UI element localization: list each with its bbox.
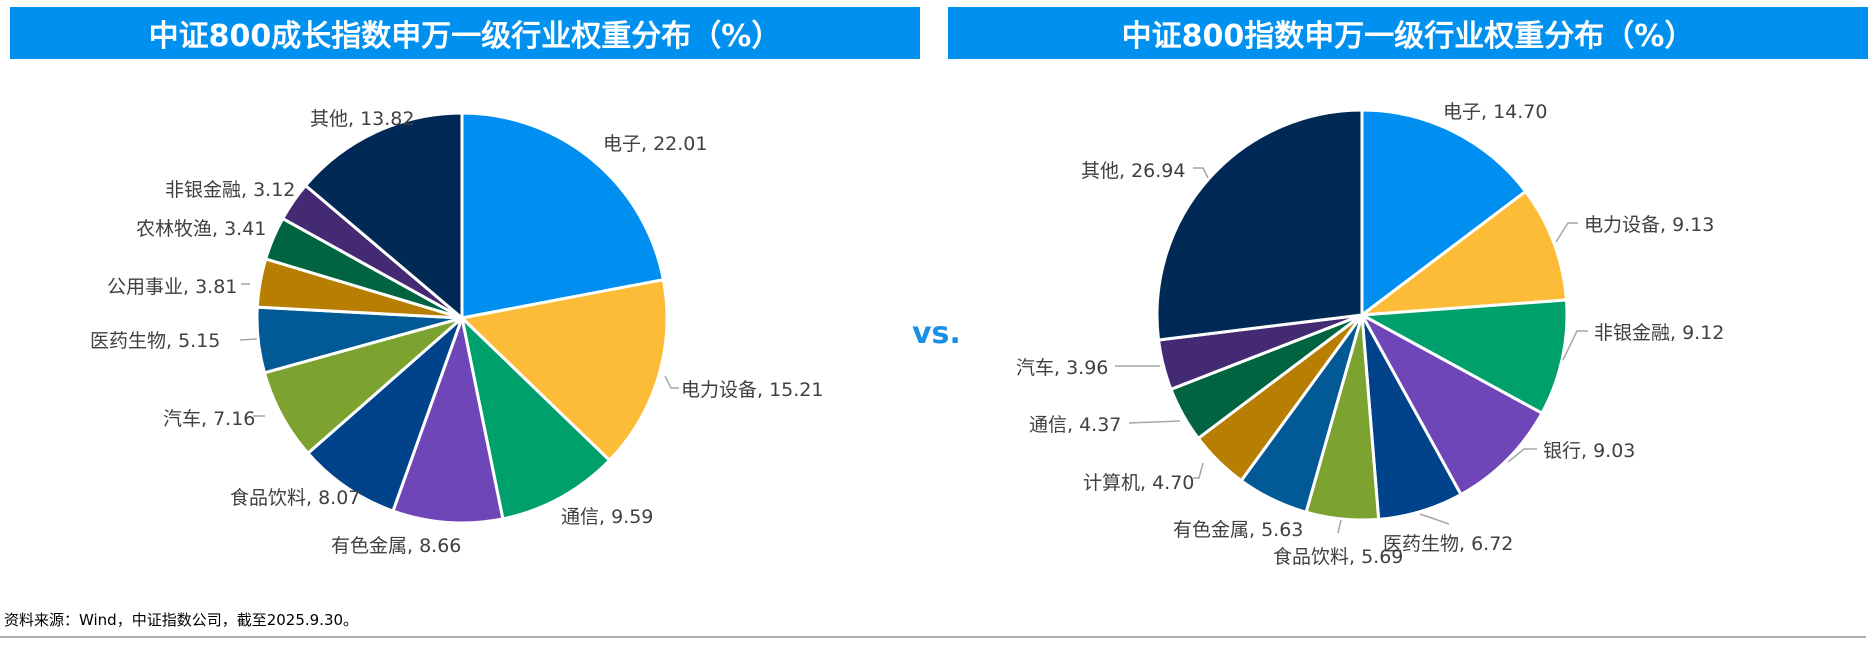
pie-slice <box>1360 298 1569 415</box>
slice-label: 非银金融, 3.12 <box>165 179 295 201</box>
slice-label: 非银金融, 9.12 <box>1594 322 1724 344</box>
slice-label: 医药生物, 6.72 <box>1383 533 1513 555</box>
leader-line <box>664 375 679 389</box>
pie-slice <box>1360 189 1568 317</box>
leader-line <box>1562 330 1588 361</box>
pie-slice <box>1155 108 1364 342</box>
slice-label: 银行, 9.03 <box>1543 440 1635 462</box>
slice-label: 计算机, 4.70 <box>1083 472 1194 494</box>
pie-slice <box>1360 313 1544 497</box>
leader-line <box>1128 420 1181 424</box>
slice-label: 其他, 13.82 <box>310 108 414 130</box>
slice-label: 电子, 14.70 <box>1443 101 1547 123</box>
pie-slice <box>304 111 464 320</box>
slice-label: 食品饮料, 5.69 <box>1273 546 1403 568</box>
pie-slice <box>1360 108 1528 317</box>
slice-label: 其他, 26.94 <box>1081 160 1185 182</box>
leader-line <box>1507 448 1537 463</box>
slice-label: 电子, 22.01 <box>603 133 707 155</box>
pie-chart-csi800-index: 电子, 14.70 电力设备, 9.13 非银金融, 9.12 银行, 9.03 医药生… <box>1016 101 1724 568</box>
pie-chart-growth-index: 电子, 22.01 电力设备, 15.21 通信, 9.59 有色金属, 8.66 食品… <box>90 108 823 557</box>
pie-slice <box>460 316 612 521</box>
leader-line <box>1555 222 1578 243</box>
source-note: 资料来源：Wind，中证指数公司，截至2025.9.30。 <box>4 611 359 629</box>
pie-slice <box>460 111 665 320</box>
slice-label: 电力设备, 15.21 <box>681 379 823 401</box>
leader-line <box>1337 519 1342 534</box>
slice-label: 医药生物, 5.15 <box>90 330 220 352</box>
slice-label: 汽车, 7.16 <box>163 408 255 430</box>
slice-label: 有色金属, 8.66 <box>331 535 461 557</box>
slice-label: 通信, 4.37 <box>1029 414 1121 436</box>
bottom-divider <box>0 636 1866 638</box>
slice-label: 电力设备, 9.13 <box>1584 214 1714 236</box>
leader-line <box>1419 513 1450 525</box>
pie-slice <box>306 316 464 513</box>
leader-line <box>1193 167 1209 179</box>
slice-label: 食品饮料, 8.07 <box>230 487 360 509</box>
slice-label: 公用事业, 3.81 <box>107 276 237 298</box>
slice-label: 有色金属, 5.63 <box>1173 519 1303 541</box>
slice-label: 通信, 9.59 <box>561 506 653 528</box>
pie-slice <box>460 278 669 462</box>
leader-line <box>1193 462 1204 479</box>
vs-label: vs. <box>912 316 961 351</box>
pie-slice <box>391 316 505 525</box>
chart-title-right: 中证800指数申万一级行业权重分布（%） <box>948 7 1868 59</box>
chart-title-left: 中证800成长指数申万一级行业权重分布（%） <box>10 7 920 59</box>
slice-label: 农林牧渔, 3.41 <box>136 218 266 240</box>
leader-line <box>239 338 258 341</box>
slice-label: 汽车, 3.96 <box>1016 357 1108 379</box>
